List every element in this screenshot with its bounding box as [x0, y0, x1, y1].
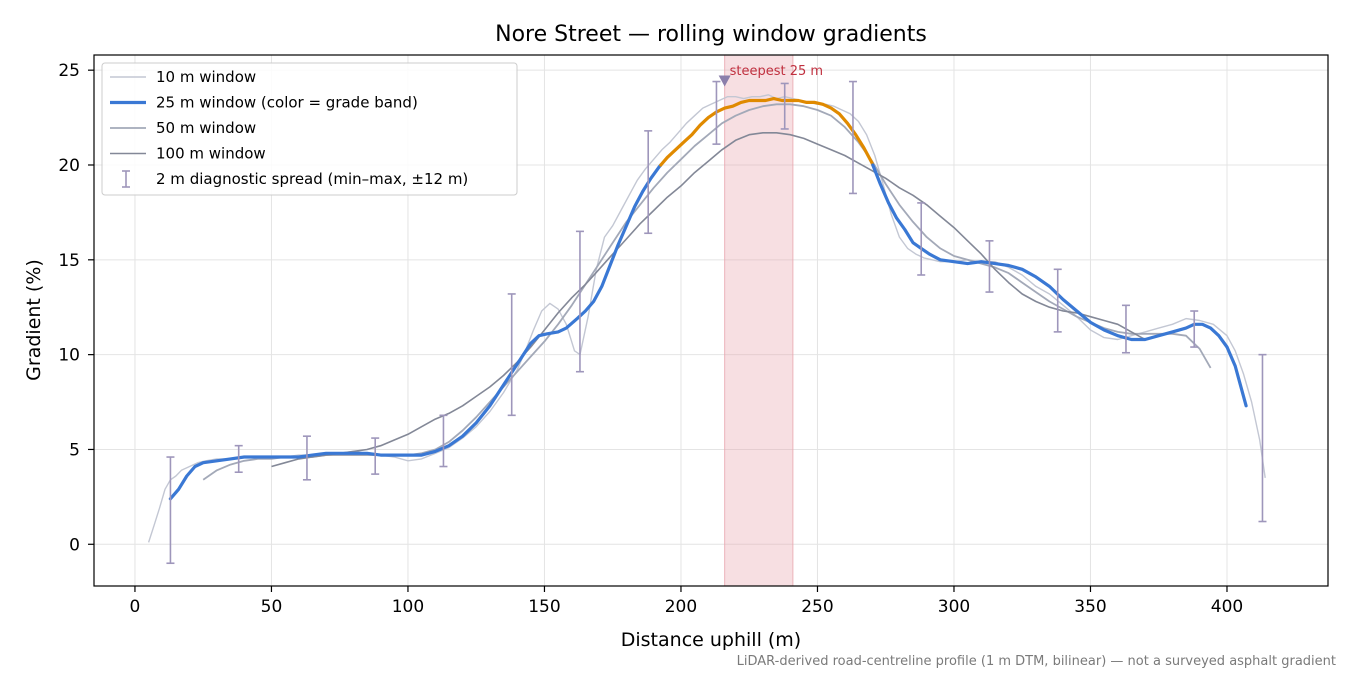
- y-axis-label: Gradient (%): [23, 259, 45, 381]
- x-tick-label: 300: [938, 597, 970, 617]
- x-tick-label: 50: [261, 597, 283, 617]
- series-line-dark: [271, 132, 1146, 468]
- y-tick-label: 15: [58, 251, 80, 271]
- series-25m-segment: [871, 163, 1248, 408]
- steepest-annotation: steepest 25 m: [718, 64, 823, 87]
- x-tick-label: 200: [665, 597, 697, 617]
- legend-label: 100 m window: [156, 145, 266, 163]
- y-tick-label: 5: [69, 440, 80, 460]
- y-tick-label: 25: [58, 61, 80, 81]
- series-25m-segment: [659, 97, 875, 167]
- steepest-band: [724, 54, 794, 587]
- x-tick-label: 100: [392, 597, 424, 617]
- plot-frame: [93, 54, 1329, 587]
- chart-title: Nore Street — rolling window gradients: [495, 22, 927, 47]
- legend-box: [101, 62, 518, 196]
- series-lines: [147, 94, 1266, 543]
- steepest-marker-icon: [718, 75, 731, 87]
- legend-label: 2 m diagnostic spread (min–max, ±12 m): [156, 170, 468, 188]
- x-tick-label: 350: [1074, 597, 1106, 617]
- y-tick-label: 0: [69, 535, 80, 555]
- y-tick-label: 10: [58, 346, 80, 366]
- x-tick-label: 400: [1211, 597, 1243, 617]
- x-tick-label: 250: [801, 597, 833, 617]
- x-axis-label: Distance uphill (m): [621, 629, 801, 651]
- plot-area: steepest 25 m: [93, 54, 1329, 587]
- y-tick-label: 20: [58, 156, 80, 176]
- legend-label: 25 m window (color = grade band): [156, 94, 418, 112]
- x-axis: 0 50 100 150 200 250 300 350 400: [130, 586, 1243, 617]
- steepest-band-rect: [724, 54, 794, 587]
- errorbars: [166, 80, 1267, 565]
- legend: 10 m window 25 m window (color = grade ba…: [101, 62, 518, 196]
- x-tick-label: 0: [130, 597, 141, 617]
- legend-label: 10 m window: [156, 68, 256, 86]
- y-axis: 0 5 10 15 20 25: [58, 61, 94, 555]
- footnote: LiDAR-derived road-centreline profile (1…: [737, 654, 1336, 669]
- legend-label: 50 m window: [156, 119, 256, 137]
- series-25m-segment: [168, 163, 663, 501]
- steepest-label: steepest 25 m: [730, 64, 823, 79]
- x-tick-label: 150: [528, 597, 560, 617]
